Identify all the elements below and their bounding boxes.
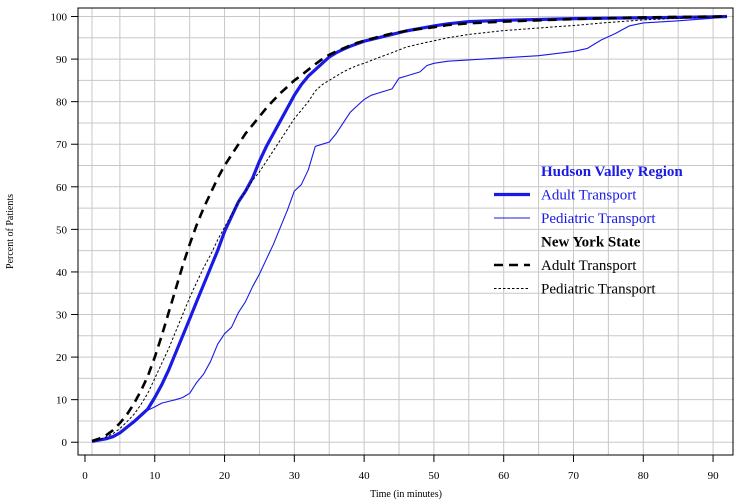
y-tick-label: 0 [62, 437, 68, 449]
series-line-3 [91, 16, 728, 442]
x-tick-label: 70 [568, 470, 580, 482]
x-tick-label: 80 [638, 470, 650, 482]
legend-label: Pediatric Transport [541, 282, 656, 298]
x-tick-label: 10 [149, 470, 161, 482]
y-axis: 0 10 20 30 40 50 60 70 80 90 100 [51, 12, 78, 449]
y-tick-label: 60 [56, 182, 68, 194]
x-tick-label: 90 [708, 470, 720, 482]
y-tick-label: 90 [56, 54, 68, 66]
series-line-2 [91, 15, 728, 443]
x-axis: 0 10 20 30 40 50 60 70 80 90 [82, 455, 719, 482]
x-tick-label: 0 [82, 470, 88, 482]
legend-heading: Hudson Valley Region [541, 164, 683, 180]
y-axis-title: Percent of Patients [5, 194, 16, 269]
x-tick-label: 30 [289, 470, 301, 482]
y-tick-label: 80 [56, 97, 68, 109]
legend-heading: New York State [541, 235, 641, 251]
legend-label: Pediatric Transport [541, 211, 656, 227]
plot-frame [77, 7, 734, 456]
x-tick-label: 40 [359, 470, 371, 482]
series-line-1 [91, 15, 728, 443]
y-tick-label: 70 [56, 139, 68, 151]
y-tick-label: 100 [51, 12, 68, 24]
series-lines [91, 14, 728, 443]
x-tick-label: 60 [498, 470, 510, 482]
x-axis-title: Time (in minutes) [370, 489, 442, 500]
legend-label: Adult Transport [541, 258, 637, 274]
legend-label: Adult Transport [541, 188, 637, 204]
y-tick-label: 40 [56, 267, 68, 279]
y-tick-label: 10 [56, 395, 68, 407]
y-tick-label: 30 [56, 310, 68, 322]
grid [78, 8, 734, 455]
y-tick-label: 20 [56, 352, 68, 364]
x-tick-label: 20 [219, 470, 231, 482]
x-tick-label: 50 [428, 470, 440, 482]
legend: Hudson Valley Region Adult Transport Pedia… [494, 164, 683, 298]
y-tick-label: 50 [56, 224, 68, 236]
